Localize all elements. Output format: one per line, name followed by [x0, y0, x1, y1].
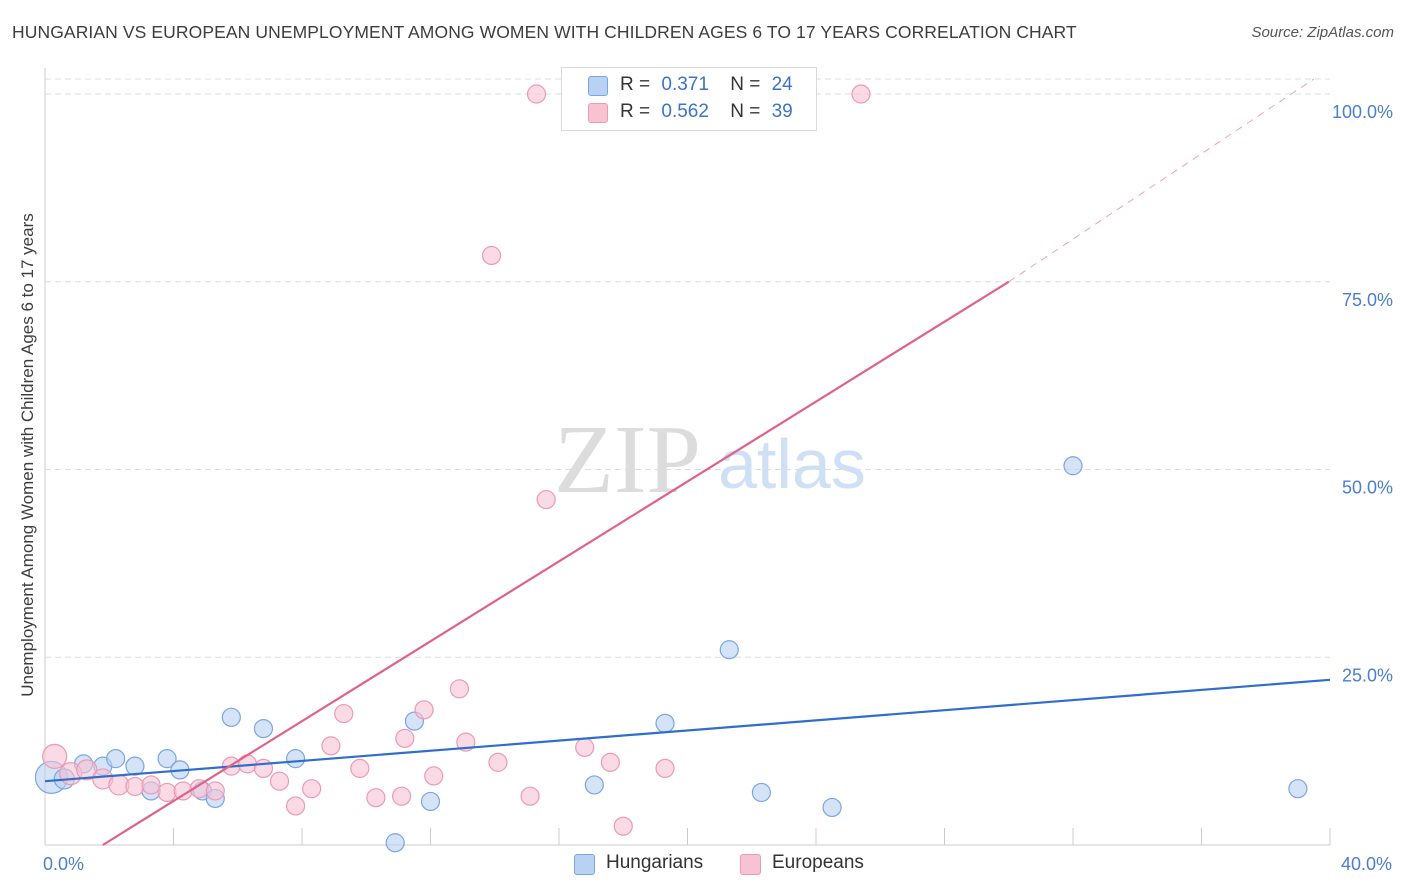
hungarian-point: [584, 775, 604, 795]
hungarian-point: [1063, 456, 1083, 476]
european-point: [481, 245, 502, 266]
european-point: [350, 758, 370, 779]
n-value: 24: [771, 74, 793, 95]
tick-labels: 25.0% 50.0% 75.0% 100.0% 0.0% 40.0%: [43, 102, 1393, 874]
europeans-trend-extension: [1008, 78, 1315, 283]
hungarians-swatch: [588, 76, 608, 96]
european-point: [600, 752, 621, 772]
r-value: 0.562: [661, 101, 709, 122]
n-label: N =: [730, 101, 761, 122]
y-tick-label: 75.0%: [1342, 290, 1393, 310]
y-tick-label: 100.0%: [1332, 102, 1393, 122]
european-point: [575, 737, 595, 757]
source-label: Source: ZipAtlas.com: [1251, 24, 1394, 41]
n-label: N =: [730, 74, 761, 95]
hungarian-point: [253, 718, 274, 739]
european-point: [366, 788, 386, 808]
hungarians-legend-label: Hungarians: [606, 852, 704, 873]
european-point: [141, 775, 161, 795]
european-point: [76, 759, 98, 781]
correlation-legend: R = 0.371 N = 24 R = 0.562 N = 39: [561, 67, 817, 131]
hungarian-point: [719, 640, 739, 660]
hungarian-point: [125, 756, 145, 776]
hungarian-point: [285, 749, 306, 769]
european-point: [520, 786, 540, 806]
european-point: [526, 84, 547, 104]
watermark: ZIP atlas: [554, 406, 866, 514]
european-point: [285, 796, 306, 816]
grid-lines: [45, 78, 1330, 658]
trend-lines: [44, 78, 1331, 846]
european-point: [655, 758, 675, 779]
chart-title: HUNGARIAN VS EUROPEAN UNEMPLOYMENT AMONG…: [12, 22, 1077, 42]
hungarian-point: [822, 797, 842, 818]
x-tick-label: 40.0%: [1341, 854, 1392, 874]
european-point: [205, 781, 225, 801]
european-point: [395, 728, 415, 748]
legend-stats-europeans: R = 0.562 N = 39: [620, 101, 793, 123]
europeans-legend-label: Europeans: [772, 852, 864, 873]
european-point: [851, 84, 871, 104]
european-point: [42, 743, 68, 769]
y-tick-label: 50.0%: [1342, 478, 1393, 498]
european-point: [253, 758, 274, 779]
hungarian-point: [385, 833, 405, 853]
r-value: 0.371: [661, 74, 709, 95]
hungarians-legend-swatch: [574, 854, 595, 875]
r-label: R =: [620, 74, 651, 95]
hungarian-point: [221, 707, 241, 727]
y-tick-label: 25.0%: [1342, 665, 1393, 685]
european-point: [125, 776, 145, 797]
european-point: [449, 679, 470, 699]
europeans-legend-swatch: [740, 854, 761, 875]
european-point: [414, 700, 434, 720]
hungarians-trend-line: [44, 678, 1331, 783]
legend-stats-hungarians: R = 0.371 N = 24: [620, 74, 793, 96]
data-points: [34, 84, 1308, 853]
axes: [44, 68, 1331, 846]
european-point: [391, 786, 412, 806]
hungarian-point: [420, 791, 441, 812]
hungarian-point: [655, 713, 675, 733]
european-point: [302, 779, 322, 799]
watermark-zip: ZIP: [554, 406, 701, 514]
european-point: [613, 816, 633, 836]
n-value: 39: [771, 101, 793, 122]
watermark-atlas: atlas: [718, 425, 866, 503]
hungarian-point: [157, 749, 177, 769]
r-label: R =: [620, 101, 651, 122]
european-point: [321, 736, 341, 756]
hungarian-point: [106, 749, 126, 769]
european-point: [269, 771, 290, 791]
european-point: [424, 766, 444, 786]
hungarian-point: [1288, 779, 1308, 799]
european-point: [536, 489, 556, 510]
y-axis-label: Unemployment Among Women with Children A…: [18, 213, 37, 697]
hungarian-point: [751, 782, 771, 803]
europeans-trend-line: [102, 280, 1010, 846]
europeans-swatch: [588, 103, 608, 123]
european-point: [157, 782, 177, 803]
x-tick-label: 0.0%: [43, 854, 84, 874]
european-point: [334, 703, 354, 724]
european-point: [488, 752, 508, 772]
